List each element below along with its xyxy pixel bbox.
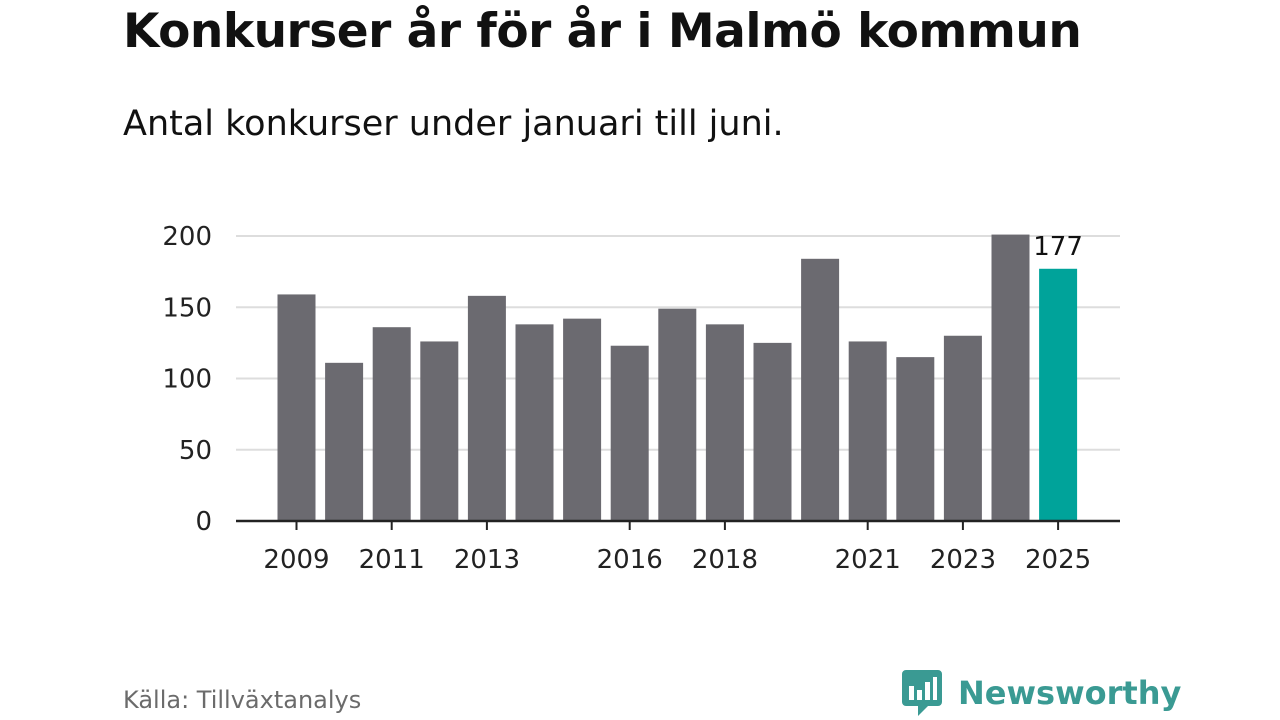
data-label-2025: 177 [1033, 232, 1083, 262]
bar-2024 [991, 234, 1030, 521]
x-tick-label-2009: 2009 [263, 545, 329, 575]
bar-2016 [610, 345, 649, 521]
bar-2022 [896, 357, 935, 521]
x-tick-label-2011: 2011 [359, 545, 425, 575]
y-tick-label-50: 50 [179, 436, 212, 466]
y-tick-label-150: 150 [162, 293, 212, 323]
chart-subtitle: Antal konkurser under januari till juni. [123, 104, 784, 144]
bar-2012 [420, 341, 459, 521]
x-tick-label-2025: 2025 [1025, 545, 1091, 575]
bar-2009 [277, 294, 316, 521]
bar-2020 [801, 258, 840, 521]
bar-2019 [753, 342, 792, 521]
y-tick-label-0: 0 [195, 507, 212, 537]
brand-name: Newsworthy [958, 674, 1182, 712]
chart-title: Konkurser år för år i Malmö kommun [123, 4, 1082, 59]
source-note: Källa: Tillväxtanalys [123, 686, 362, 714]
bar-2025 [1039, 268, 1078, 521]
y-tick-label-200: 200 [162, 222, 212, 252]
bar-2015 [563, 318, 602, 521]
x-tick-label-2023: 2023 [930, 545, 996, 575]
brand-logo: Newsworthy [902, 670, 1181, 716]
bar-2010 [325, 362, 364, 521]
x-tick-label-2013: 2013 [454, 545, 520, 575]
x-tick-label-2016: 2016 [597, 545, 663, 575]
bar-2017 [658, 308, 697, 521]
bar-2014 [515, 324, 554, 521]
bar-2011 [372, 327, 411, 521]
y-tick-label-100: 100 [162, 365, 212, 395]
bar-2023 [943, 335, 982, 521]
x-tick-label-2021: 2021 [835, 545, 901, 575]
bar-chart-speech-bubble-icon [902, 670, 942, 716]
bar-2018 [705, 324, 744, 521]
bar-2021 [848, 341, 887, 521]
bar-2013 [467, 295, 506, 521]
x-tick-label-2018: 2018 [692, 545, 758, 575]
